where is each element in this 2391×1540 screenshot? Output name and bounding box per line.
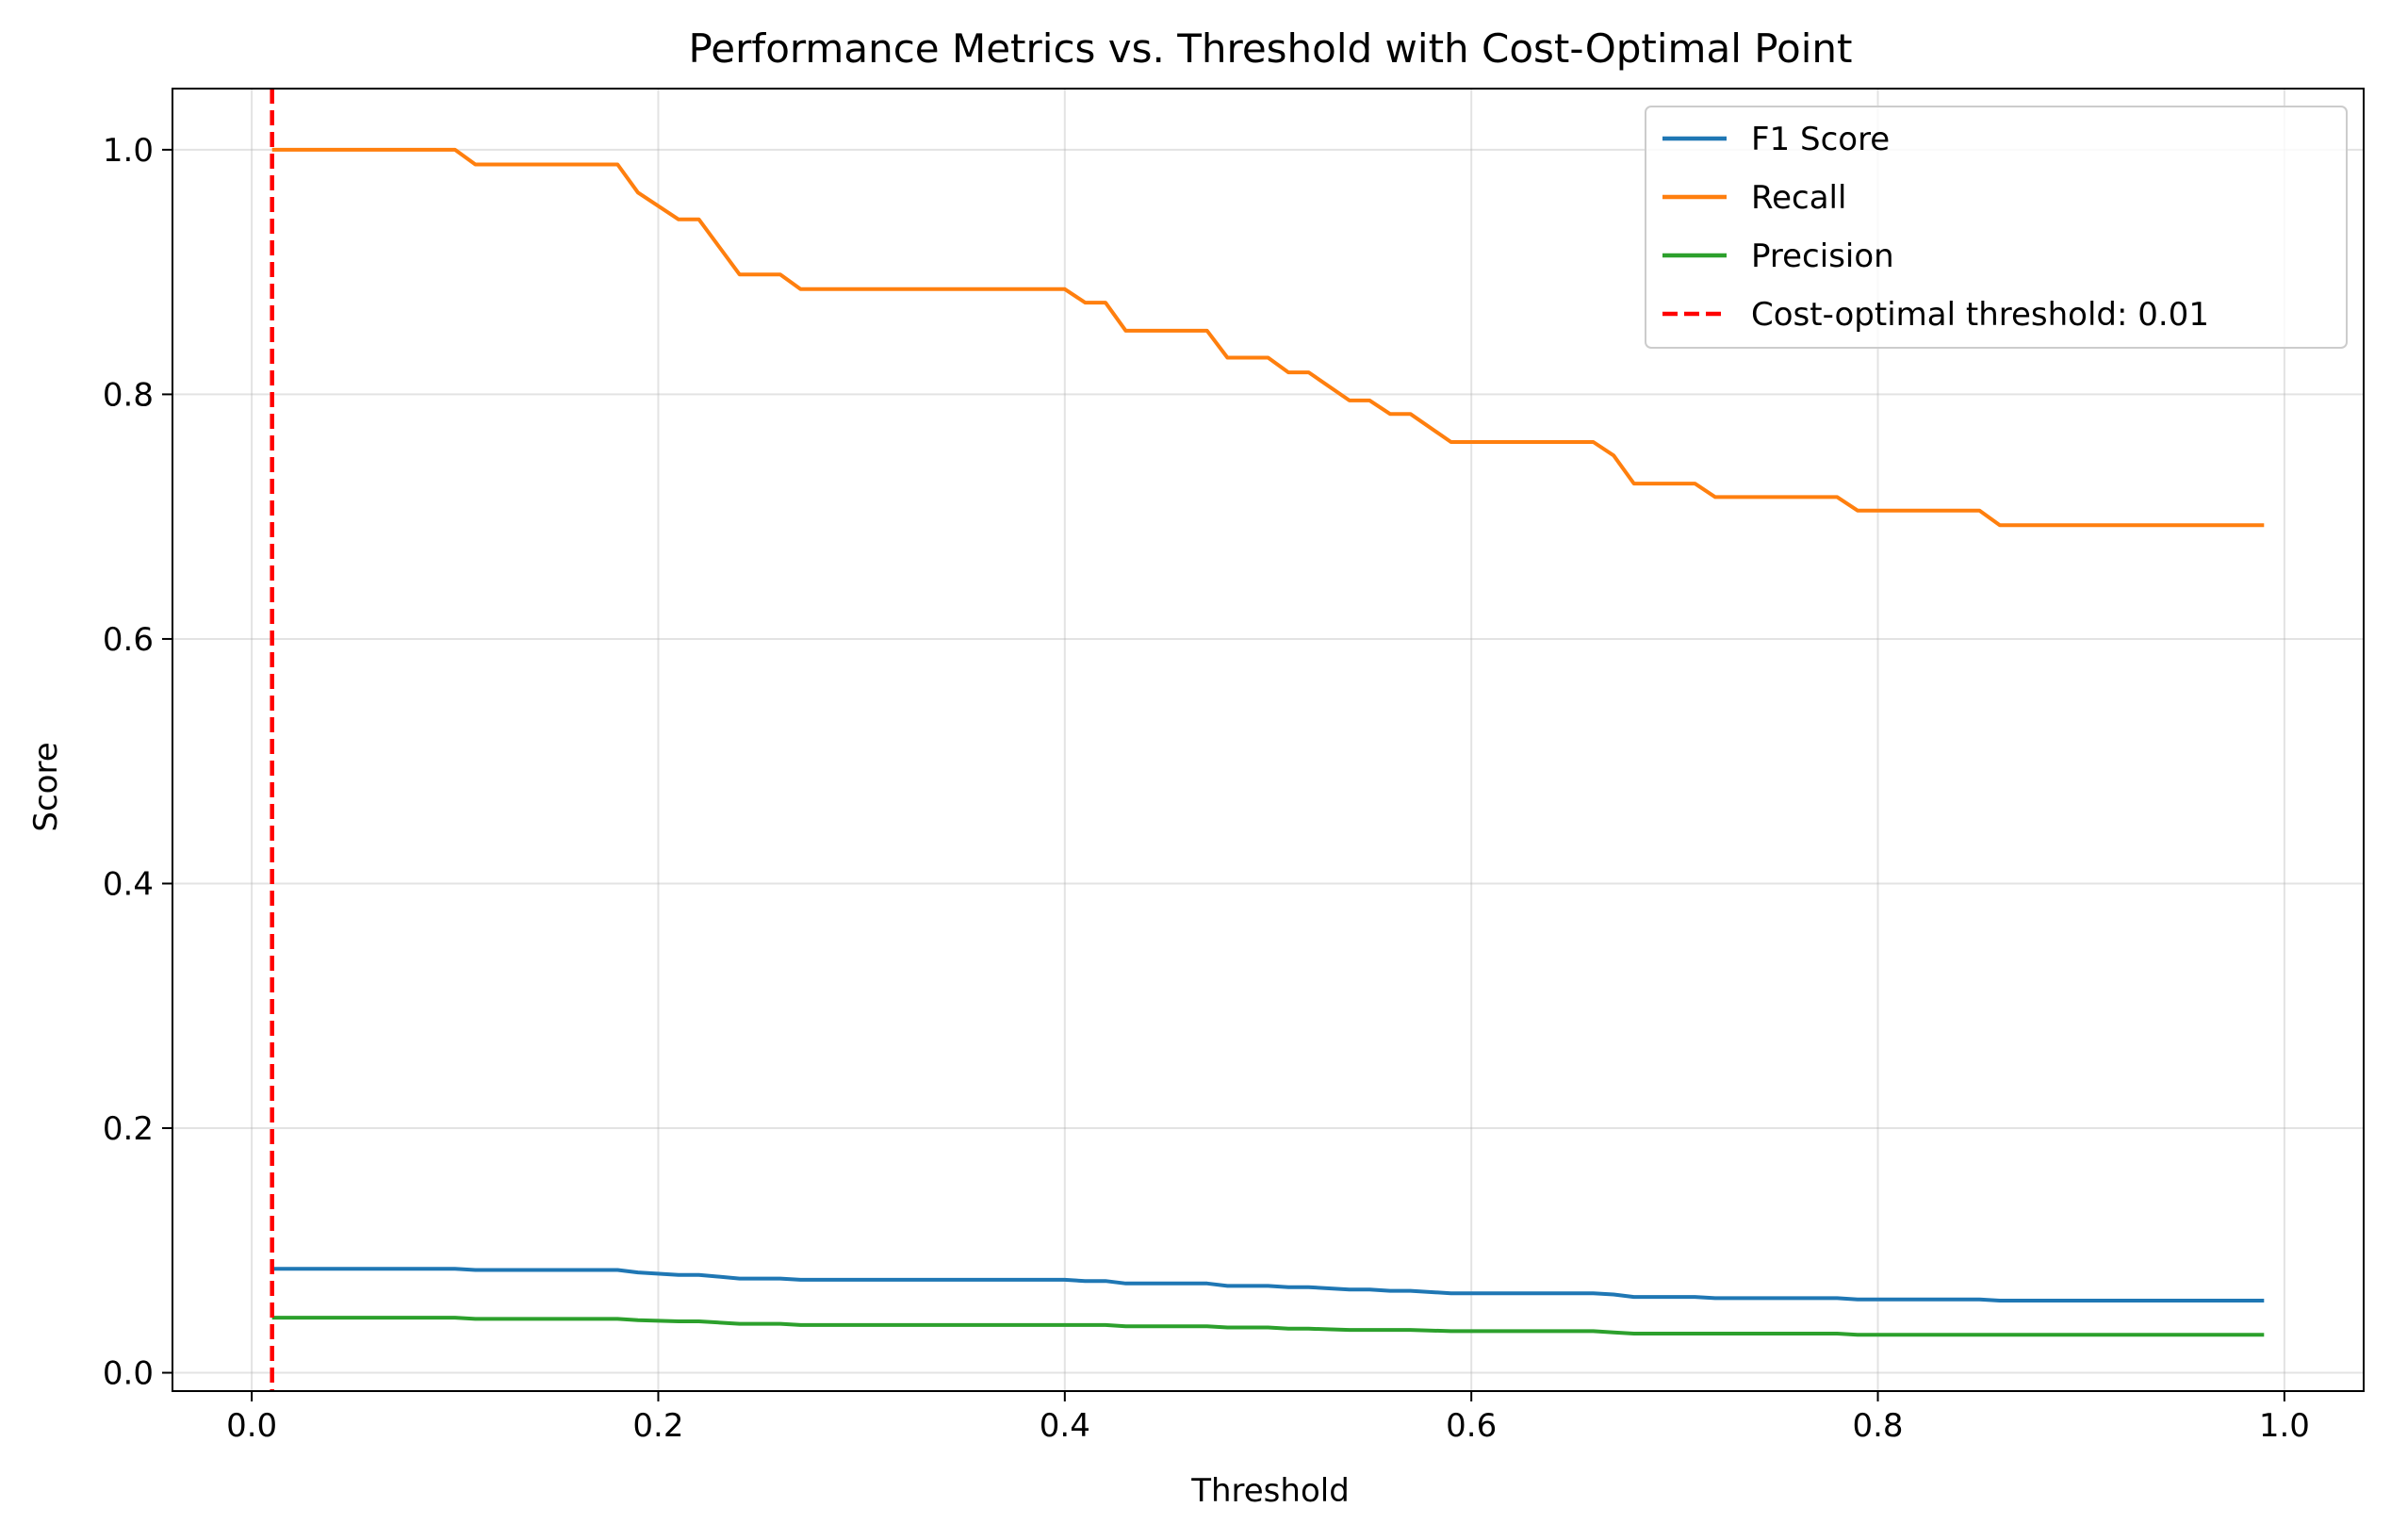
x-tick-label: 0.2 <box>632 1407 683 1445</box>
y-tick-label: 1.0 <box>103 132 154 170</box>
x-tick-label: 0.8 <box>1852 1407 1903 1445</box>
x-axis-title: Threshold <box>1190 1472 1350 1510</box>
ticks: 0.0 0.2 0.4 0.6 0.8 1.0 0.0 0.2 0.4 0.6 0.8 1.0 <box>103 132 2310 1445</box>
x-tick-label: 0.4 <box>1040 1407 1090 1445</box>
legend-label: Cost-optimal threshold: 0.01 <box>1751 296 2209 334</box>
plot-frame <box>172 88 2365 1392</box>
series-layer <box>271 147 2265 1337</box>
x-tick-label: 0.0 <box>226 1407 277 1445</box>
y-tick-label: 0.2 <box>103 1110 154 1148</box>
y-tick-label: 0.4 <box>103 865 154 903</box>
y-tick-label: 0.0 <box>103 1355 154 1393</box>
x-tick-label: 1.0 <box>2259 1407 2310 1445</box>
y-tick-label: 0.6 <box>103 621 154 659</box>
legend-box <box>1645 106 2348 349</box>
y-axis-title: Score <box>27 742 65 831</box>
series-line-f1-score <box>271 1267 2265 1302</box>
legend-label: F1 Score <box>1751 121 1890 158</box>
series-line-precision <box>271 1316 2265 1337</box>
chart-title: Performance Metrics vs. Threshold with C… <box>688 25 1852 72</box>
legend: F1 Score Recall Precision Cost-optimal thre… <box>1645 106 2348 349</box>
series-line-recall <box>271 147 2265 528</box>
x-tick-label: 0.6 <box>1446 1407 1497 1445</box>
y-tick-label: 0.8 <box>103 376 154 414</box>
legend-label: Recall <box>1751 179 1846 217</box>
legend-label: Precision <box>1751 238 1894 275</box>
